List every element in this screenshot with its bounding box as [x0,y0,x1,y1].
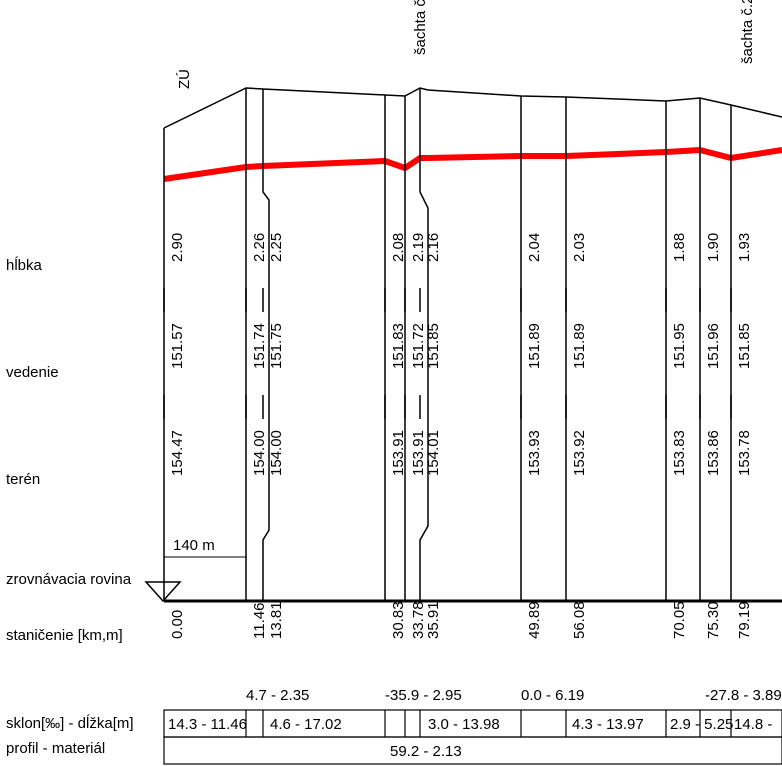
station-depth-value: 2.04 [526,233,543,262]
slope-above-4: -27.8 - 3.89 [705,687,782,704]
station-terrain-value: 153.83 [671,430,688,476]
slope-cell-5: 2.9 - 5.25 [670,716,733,733]
row-label-datum: zrovnávacia rovina [6,571,132,588]
station-depth-value: 2.03 [571,233,588,262]
datum-triangle-icon [144,581,182,603]
station-pipe-value: 151.89 [571,323,588,369]
slope-table [163,709,782,765]
slope-cell-3: 3.0 - 13.98 [428,716,500,733]
terrain-line [163,87,782,129]
station-chainage-value: 70.05 [671,601,688,639]
band-values: 2.90 151.57 154.47 0.00 2.26 151.74 154.00 11.4… [169,233,753,639]
station-terrain-value: 153.93 [526,430,543,476]
station-terrain-value: 154.00 [268,430,285,476]
station-depth-value: 2.19 [410,233,427,262]
datum-value: 140 m [173,537,215,554]
station-pipe-value: 151.57 [169,323,186,369]
station-terrain-value: 154.47 [169,430,186,476]
station-pipe-value: 151.96 [705,323,722,369]
slope-above-2: -35.9 - 2.95 [385,687,462,704]
row-label-chainage: staničenie [km,m] [6,627,123,644]
station-pipe-value: 151.72 [410,323,427,369]
station-pipe-value: 151.89 [526,323,543,369]
row-label-pipe: vedenie [6,364,59,381]
profile-material-value: 59.2 - 2.13 [390,743,462,760]
station-terrain-value: 153.91 [410,430,427,476]
row-label-slope-length: sklon[‰] - dĺžka[m] [6,714,134,732]
top-label-zu: ZÚ [176,69,193,89]
station-depth-value: 2.25 [268,233,285,262]
top-label-shaft-1: šachta č.1 [412,0,429,55]
station-terrain-value: 154.00 [251,430,268,476]
station-depth-value: 2.90 [169,233,186,262]
station-chainage-value: 0.00 [169,610,186,639]
station-pipe-value: 151.95 [671,323,688,369]
station-chainage-value: 79.19 [736,601,753,639]
row-label-terrain: terén [6,471,40,488]
station-depth-value: 2.08 [390,233,407,262]
station-terrain-value: 153.92 [571,430,588,476]
station-depth-value: 1.93 [736,233,753,262]
station-depth-value: 2.16 [425,233,442,262]
station-depth-value: 1.90 [705,233,722,262]
station-chainage-value: 13.81 [268,601,285,639]
pipe-line [163,147,782,182]
station-pipe-value: 151.74 [251,323,268,369]
station-chainage-value: 75.30 [705,601,722,639]
station-depth-value: 1.88 [671,233,688,262]
station-pipe-value: 151.83 [390,323,407,369]
station-terrain-value: 153.91 [390,430,407,476]
station-chainage-value: 49.89 [526,601,543,639]
station-terrain-value: 153.86 [705,430,722,476]
station-lines [163,88,732,601]
station-chainage-value: 33.78 [410,601,427,639]
station-chainage-value: 11.46 [251,603,268,639]
slope-above-3: 0.0 - 6.19 [521,687,584,704]
row-label-depth: hĺbka [6,256,43,274]
station-pipe-value: 151.85 [425,323,442,369]
band-ticks [163,288,732,419]
station-chainage-value: 30.83 [390,601,407,639]
station-terrain-value: 153.78 [736,430,753,476]
slope-above-1: 4.7 - 2.35 [246,687,309,704]
row-label-profile-material: profil - materiál [6,740,105,757]
station-terrain-value: 154.01 [425,430,442,476]
slope-cell-1: 14.3 - 11.46 [168,716,247,733]
station-chainage-value: 56.08 [571,601,588,639]
station-depth-value: 2.26 [251,233,268,262]
slope-cell-4: 4.3 - 13.97 [572,716,644,733]
station-pipe-value: 151.85 [736,323,753,369]
slope-cell-2: 4.6 - 17.02 [270,716,342,733]
station-chainage-value: 35.91 [425,601,442,639]
station-pipe-value: 151.75 [268,323,285,369]
slope-cell-6: 14.8 - [734,716,772,733]
top-label-shaft-2: šachta č.2 [739,0,756,64]
